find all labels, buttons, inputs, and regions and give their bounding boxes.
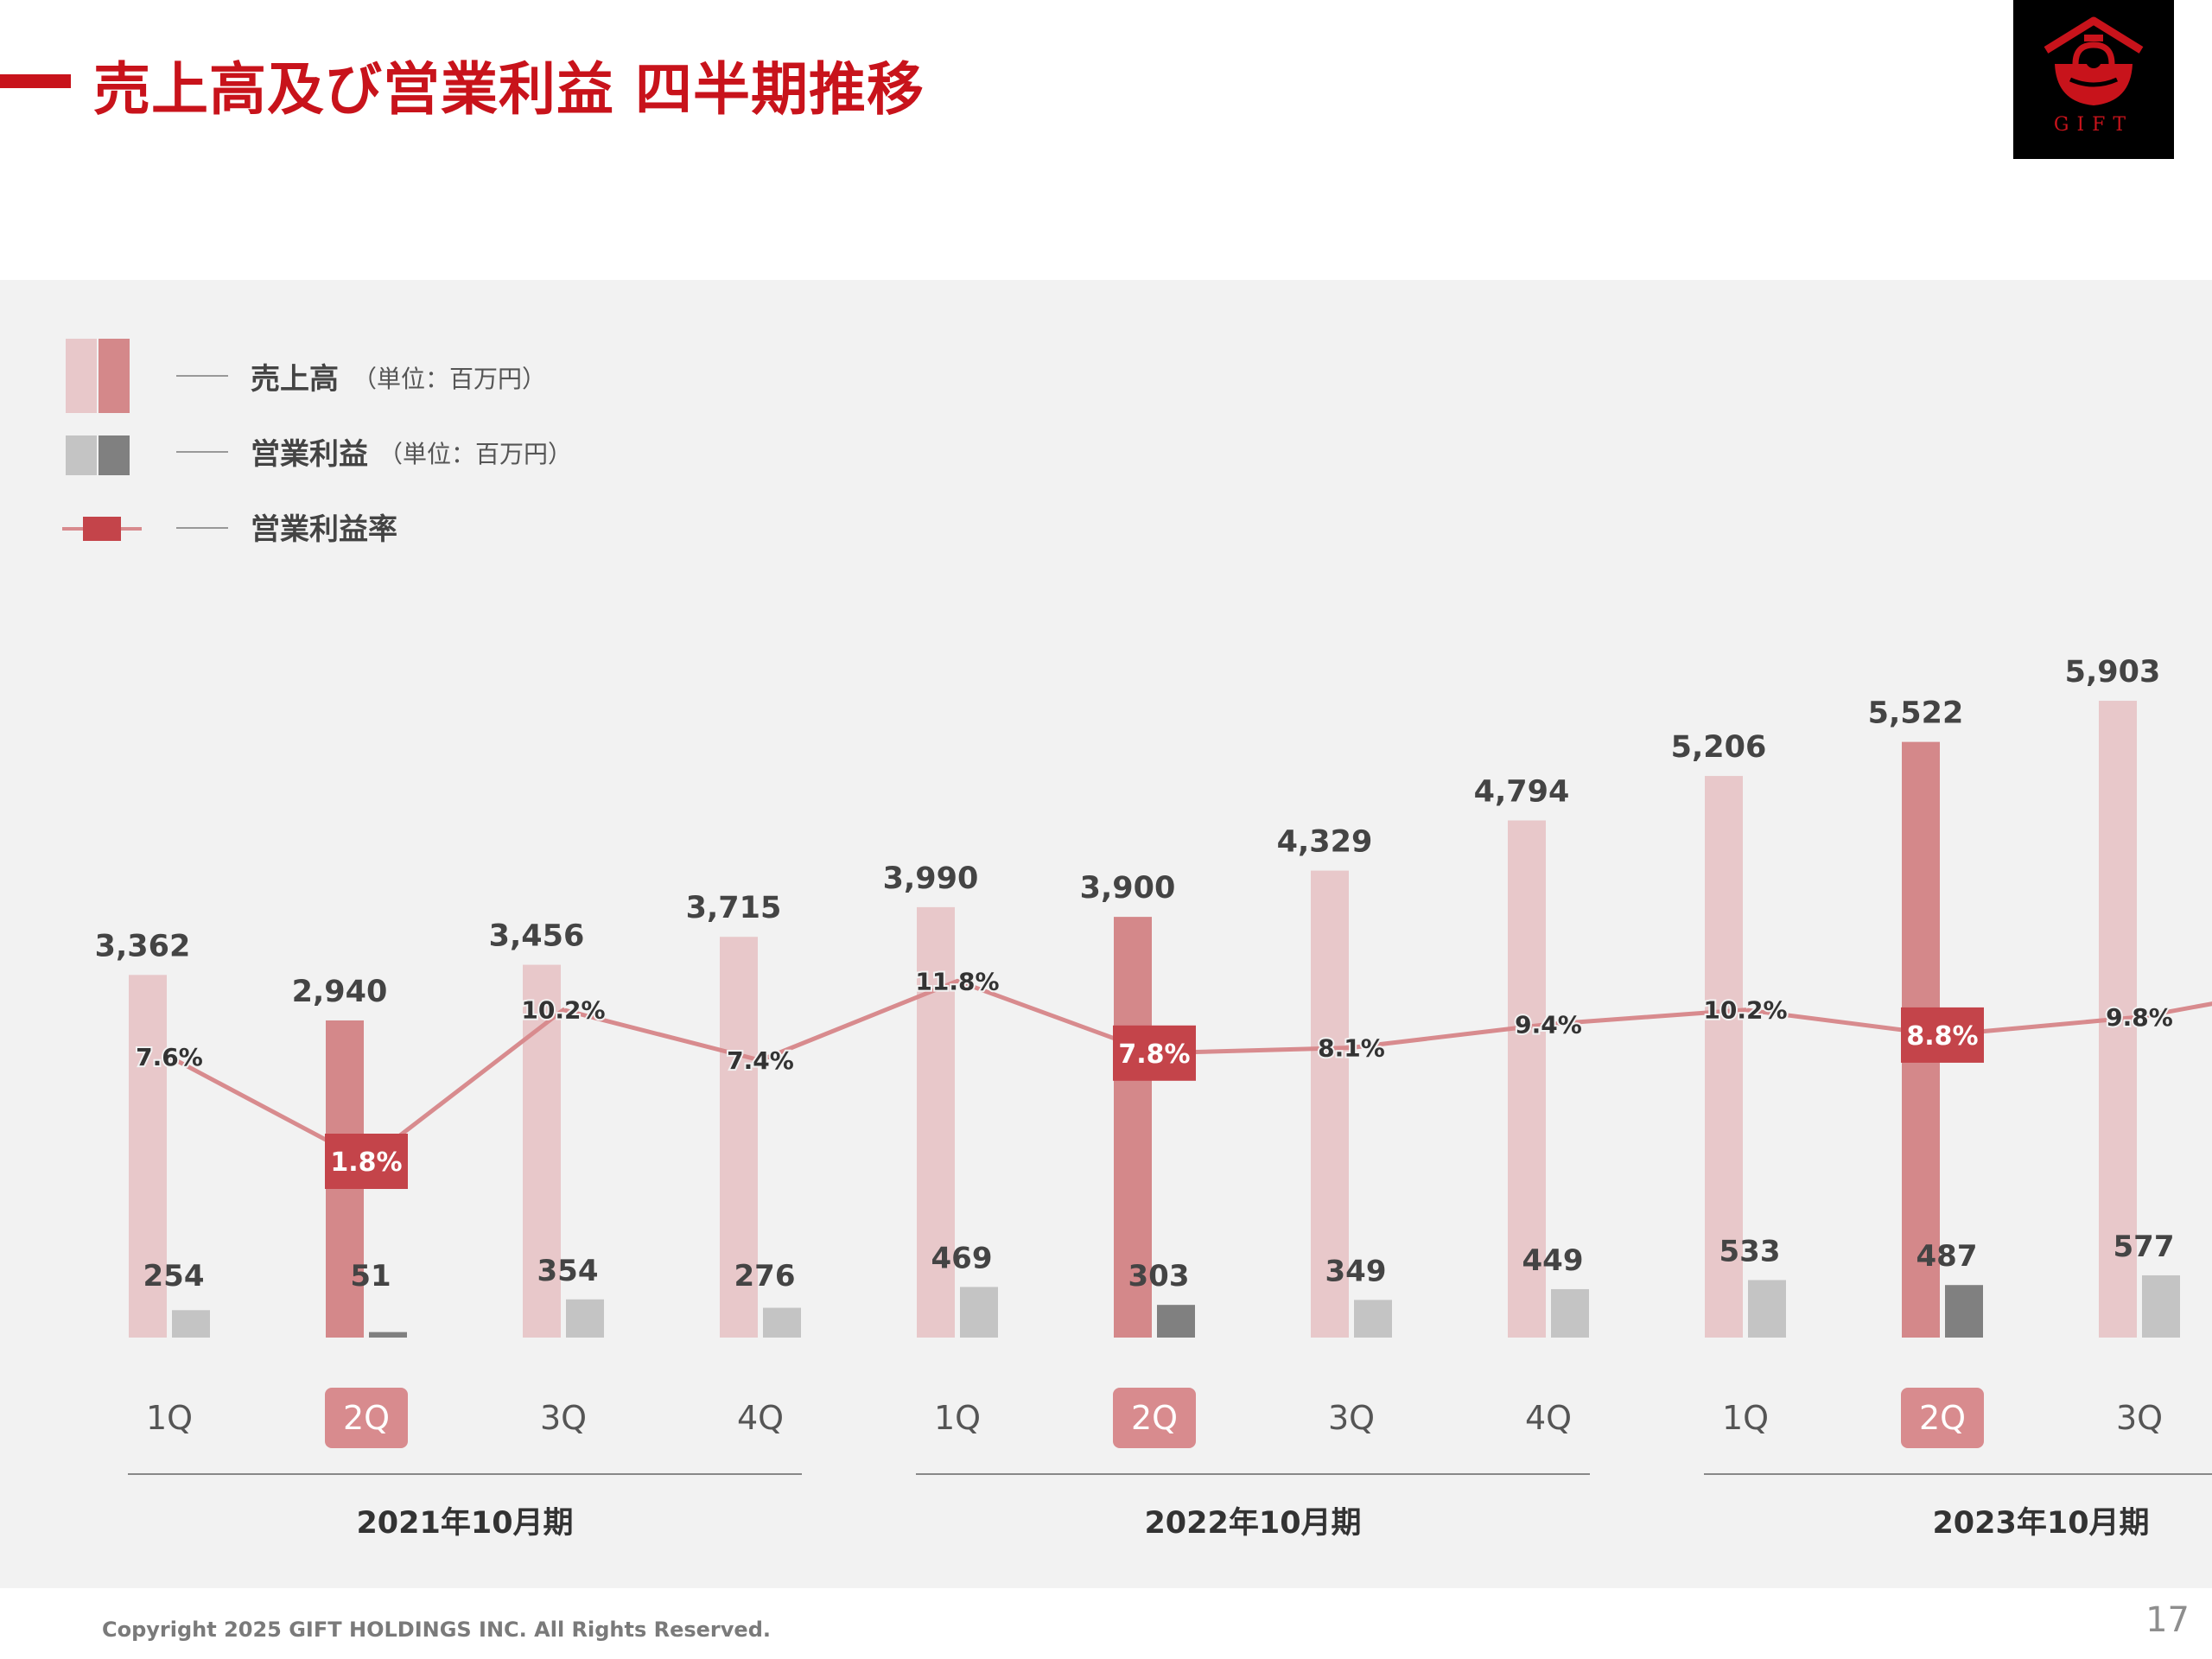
page-title: 売上高及び営業利益 四半期推移	[93, 56, 925, 123]
sales-value-label: 2,940	[292, 975, 388, 1009]
sales-bar	[917, 906, 955, 1338]
sales-bar	[1311, 870, 1349, 1338]
profit-bar	[960, 1287, 998, 1338]
profit-bar	[1551, 1288, 1589, 1338]
legend-sales-label: 売上高	[251, 362, 339, 397]
profit-value-label: 469	[931, 1241, 993, 1275]
logo-emblem-icon	[2044, 16, 2144, 105]
quarter-tick-label: 3Q	[2116, 1399, 2163, 1437]
legend-profit-swatch-light	[66, 435, 97, 475]
sales-value-label: 3,900	[1080, 871, 1176, 906]
quarter-highlight-chip	[325, 1388, 408, 1448]
margin-value-label: 7.8%	[1118, 1039, 1190, 1070]
profit-value-label: 449	[1522, 1243, 1584, 1278]
margin-value-label: 7.4%	[727, 1046, 794, 1075]
fiscal-year-label: 2023年10月期	[1932, 1506, 2149, 1541]
profit-bar	[1945, 1285, 1983, 1338]
company-logo: GIFT	[2013, 0, 2174, 159]
legend-sales-swatch-dark	[99, 339, 130, 413]
sales-bar	[129, 975, 167, 1338]
legend-profit-swatch-dark	[99, 435, 130, 475]
sales-value-label: 4,329	[1277, 825, 1373, 860]
sales-value-label: 3,990	[883, 861, 979, 896]
legend-sales-unit: （単位：百万円）	[353, 365, 546, 393]
sales-bar	[1114, 917, 1152, 1338]
legend-profit-label: 営業利益	[251, 437, 368, 472]
quarter-tick-label: 1Q	[934, 1399, 981, 1437]
margin-marker	[1901, 1007, 1984, 1063]
profit-bar	[369, 1332, 407, 1338]
profit-bar	[566, 1299, 604, 1338]
quarter-highlight-chip	[1901, 1388, 1984, 1448]
quarter-tick-label: 4Q	[1525, 1399, 1572, 1437]
quarter-tick-label: 3Q	[540, 1399, 587, 1437]
quarter-tick-label: 1Q	[1722, 1399, 1769, 1437]
quarter-tick-label: 4Q	[737, 1399, 784, 1437]
fiscal-year-label: 2021年10月期	[356, 1506, 573, 1541]
legend-margin-label: 営業利益率	[251, 512, 397, 547]
quarter-tick-label: 1Q	[146, 1399, 193, 1437]
quarter-tick-label: 2Q	[1919, 1399, 1966, 1437]
profit-value-label: 577	[2113, 1230, 2175, 1264]
profit-bar	[1157, 1305, 1195, 1338]
profit-value-label: 487	[1916, 1239, 1978, 1274]
profit-bar	[1748, 1280, 1786, 1338]
profit-value-label: 349	[1325, 1254, 1387, 1288]
legend-sales-swatch-light	[66, 339, 97, 413]
margin-value-label: 9.4%	[1515, 1010, 1582, 1039]
sales-value-label: 5,903	[2065, 655, 2161, 690]
quarter-highlight-chip	[1113, 1388, 1196, 1448]
bar-layer: 3,362 254 2,940 51 3,456 354 3,715 276 3,990 469 3…	[95, 655, 2180, 1338]
margin-value-label: 1.8%	[330, 1147, 402, 1178]
margin-value-label: 9.8%	[2106, 1003, 2173, 1032]
quarter-tick-label: 2Q	[343, 1399, 390, 1437]
sales-value-label: 5,206	[1671, 730, 1767, 765]
copyright-text: Copyright 2025 GIFT HOLDINGS INC. All Ri…	[102, 1618, 771, 1642]
margin-marker	[1113, 1025, 1196, 1081]
profit-value-label: 354	[537, 1254, 599, 1288]
legend-margin-marker	[83, 517, 121, 541]
margin-marker	[325, 1134, 408, 1189]
x-axis: 1Q2Q3Q4Q1Q2Q3Q4Q1Q2Q3Q4Q1Q2Q3Q4Q1Q2Q3Q4Q…	[128, 1388, 2212, 1541]
sales-bar	[720, 937, 758, 1338]
profit-bar	[172, 1310, 210, 1338]
sales-value-label: 3,715	[686, 891, 782, 925]
quarter-tick-label: 3Q	[1328, 1399, 1375, 1437]
profit-value-label: 276	[734, 1259, 796, 1294]
title-accent-bar	[0, 74, 71, 88]
margin-value-label: 8.8%	[1906, 1021, 1978, 1052]
fiscal-year-label: 2022年10月期	[1144, 1506, 1361, 1541]
profit-value-label: 303	[1128, 1259, 1190, 1294]
margin-value-label: 10.2%	[521, 996, 605, 1025]
margin-value-label: 8.1%	[1318, 1034, 1385, 1063]
margin-value-label: 7.6%	[136, 1043, 203, 1071]
margin-line	[168, 978, 2212, 1164]
logo-text: GIFT	[2053, 114, 2134, 136]
chart-legend: 売上高 （単位：百万円） 営業利益 （単位：百万円） 営業利益率	[62, 339, 572, 547]
profit-value-label: 51	[350, 1259, 391, 1294]
sales-value-label: 5,522	[1868, 696, 1964, 731]
chart-panel: 売上高 （単位：百万円） 営業利益 （単位：百万円） 営業利益率 3,362 25…	[0, 280, 2212, 1588]
sales-value-label: 4,794	[1474, 775, 1570, 810]
quarter-tick-label: 2Q	[1131, 1399, 1178, 1437]
profit-value-label: 254	[143, 1259, 205, 1294]
profit-value-label: 533	[1719, 1234, 1781, 1268]
legend-profit-unit: （単位：百万円）	[378, 440, 572, 468]
margin-value-label: 10.2%	[1703, 996, 1787, 1025]
quarterly-sales-chart: 売上高 （単位：百万円） 営業利益 （単位：百万円） 営業利益率 3,362 25…	[62, 339, 2212, 1541]
sales-value-label: 3,362	[95, 929, 191, 963]
page-number: 17	[2145, 1600, 2190, 1640]
sales-bar	[1705, 776, 1743, 1338]
profit-bar	[2142, 1274, 2180, 1338]
margin-value-label: 11.8%	[915, 967, 999, 995]
profit-bar	[763, 1307, 801, 1338]
sales-bar	[1508, 820, 1546, 1338]
margin-line-layer: 7.6% 1.8% 10.2% 7.4% 11.8% 7.8% 8.1% 9.4% 10.2% 8…	[134, 965, 2212, 1189]
sales-value-label: 3,456	[489, 919, 585, 954]
profit-bar	[1354, 1300, 1392, 1338]
